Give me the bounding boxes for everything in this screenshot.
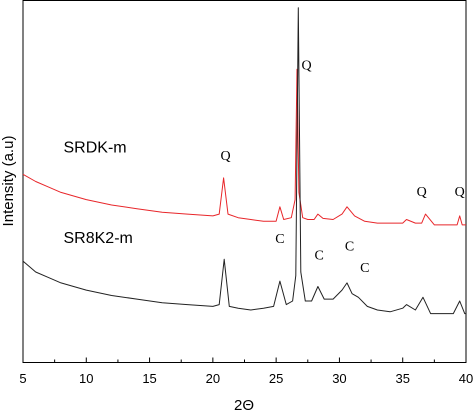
x-tick-label-25: 25 [269, 371, 283, 386]
x-tick-label-20: 20 [206, 371, 220, 386]
x-tick-label-30: 30 [332, 371, 346, 386]
x-tick-label-35: 35 [395, 371, 409, 386]
plot-frame [22, 0, 467, 363]
x-tick-label-10: 10 [79, 371, 93, 386]
series-labels: SRDK-m SR8K2-m [64, 140, 133, 248]
peak-label-q: Q [455, 185, 465, 200]
x-tick-label-5: 5 [19, 371, 26, 386]
series-label-srdk-m: SRDK-m [64, 140, 127, 157]
y-axis-title: Intensity (a.u) [0, 136, 17, 227]
x-axis-title: 2Θ [234, 397, 254, 413]
x-axis-tick-labels: 5 10 15 20 25 30 35 40 [19, 371, 473, 386]
peak-label-q: Q [417, 185, 427, 200]
series-label-sr8k2-m: SR8K2-m [64, 230, 133, 247]
x-tick-label-40: 40 [459, 371, 473, 386]
peak-label-c: C [360, 261, 369, 276]
peak-label-c: C [345, 239, 354, 254]
series-line-srdk-m [22, 68, 466, 226]
x-axis-ticks [22, 357, 467, 363]
peak-label-q: Q [301, 58, 311, 73]
series-lines [22, 7, 466, 315]
peak-label-c: C [275, 232, 284, 247]
peak-label-q: Q [220, 149, 230, 164]
x-tick-label-15: 15 [142, 371, 156, 386]
series-line-sr8k2-m [22, 7, 466, 315]
peak-label-c: C [315, 248, 324, 263]
